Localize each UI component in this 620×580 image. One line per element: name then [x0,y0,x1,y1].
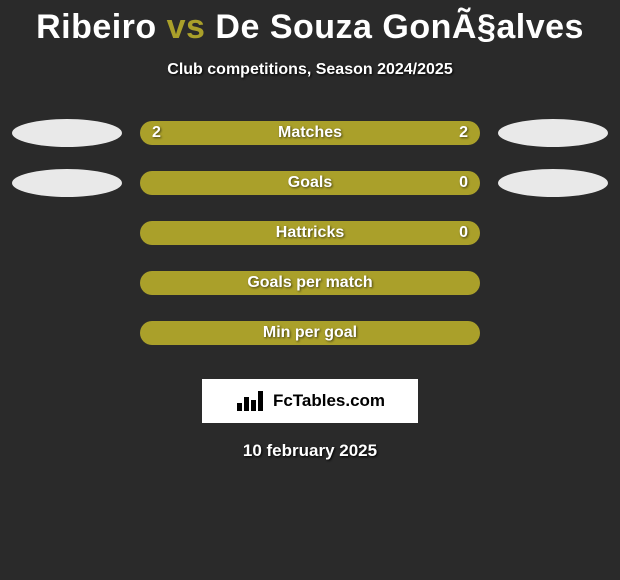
vs-label: vs [167,8,206,46]
badge-spacer [498,269,608,297]
stat-bar: Matches 2 2 [140,121,480,145]
stat-label: Goals per match [247,274,372,292]
badge-spacer [12,219,122,247]
stat-value-right: 2 [459,124,468,142]
stat-row: Matches 2 2 [0,119,620,147]
player2-badge [498,119,608,147]
stat-label: Matches [278,124,342,142]
player1-name: Ribeiro [36,8,157,46]
stat-row: Goals 0 [0,169,620,197]
stat-value-right: 0 [459,224,468,242]
stat-row: Goals per match [0,269,620,297]
stat-bar: Goals 0 [140,171,480,195]
stat-value-right: 0 [459,174,468,192]
badge-spacer [12,269,122,297]
logo-text: FcTables.com [273,391,385,411]
stat-label: Min per goal [263,324,357,342]
comparison-infographic: Ribeiro vs De Souza GonÃ§alves Club comp… [0,0,620,461]
stat-row: Hattricks 0 [0,219,620,247]
badge-spacer [498,319,608,347]
bars-icon [235,389,267,413]
stat-bar: Hattricks 0 [140,221,480,245]
source-logo: FcTables.com [202,379,418,423]
stat-bar: Goals per match [140,271,480,295]
badge-spacer [12,319,122,347]
date-label: 10 february 2025 [0,441,620,461]
page-title: Ribeiro vs De Souza GonÃ§alves [0,8,620,47]
stat-row: Min per goal [0,319,620,347]
player2-badge [498,169,608,197]
badge-spacer [498,219,608,247]
stat-value-left: 2 [152,124,161,142]
player1-badge [12,119,122,147]
stats-rows: Matches 2 2 Goals 0 Hattricks 0 Goals per match… [0,119,620,347]
stat-label: Hattricks [276,224,344,242]
player2-name: De Souza GonÃ§alves [215,8,584,46]
player1-badge [12,169,122,197]
stat-bar: Min per goal [140,321,480,345]
subtitle: Club competitions, Season 2024/2025 [0,61,620,79]
stat-label: Goals [288,174,332,192]
